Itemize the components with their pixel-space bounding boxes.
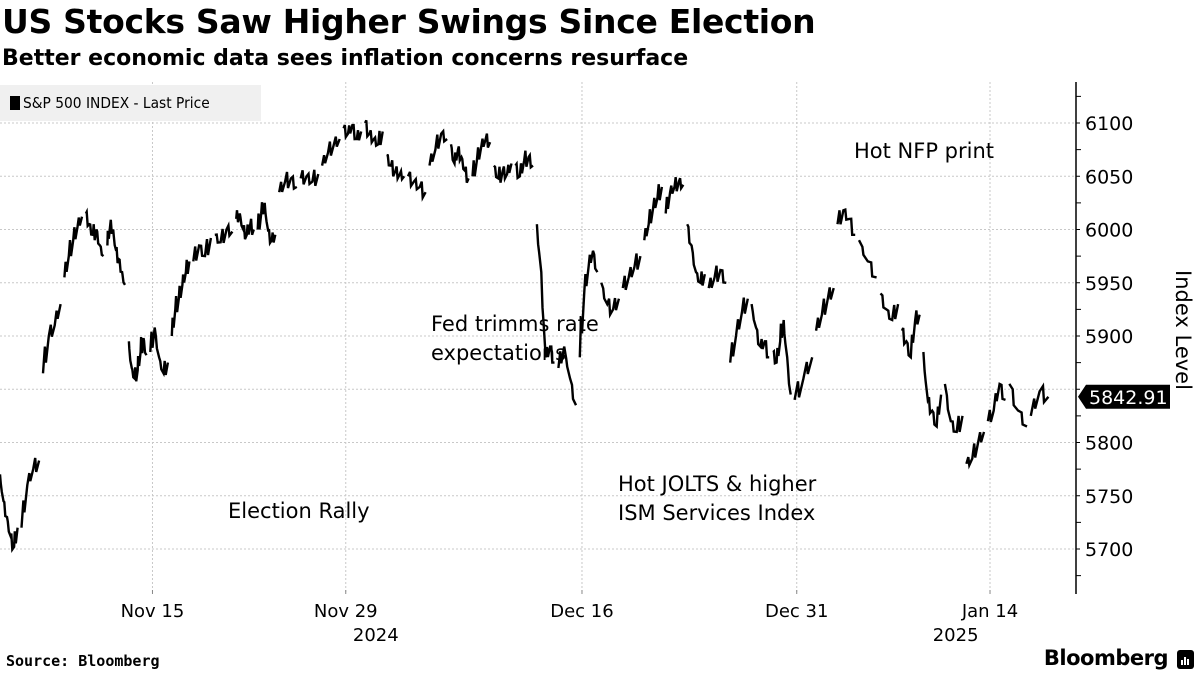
price-session-line (836, 207, 856, 236)
price-session-line (428, 128, 448, 166)
x-tick-label: Jan 14 (961, 601, 1018, 622)
x-tick-label: Nov 29 (314, 601, 378, 622)
last-price-badge (1078, 384, 1170, 409)
price-session-line (643, 184, 664, 241)
chart-title: US Stocks Saw Higher Swings Since Electi… (2, 2, 816, 41)
price-session-line (772, 319, 792, 395)
annotation-jolts-line2: ISM Services Index (618, 501, 815, 525)
price-session-line (299, 169, 320, 187)
price-session-line (192, 237, 213, 262)
annotation-fed-line1: Fed trimms rate (431, 312, 599, 336)
price-session-line (1029, 382, 1050, 417)
price-session-line (965, 431, 986, 470)
price-session-line (900, 310, 921, 360)
price-session-line (127, 337, 148, 382)
price-session-line (492, 163, 513, 183)
price-session-line (857, 239, 877, 279)
price-session-line (600, 282, 621, 319)
price-session-line (621, 253, 642, 291)
price-session-line (449, 144, 470, 184)
annotation-jolts-line1: Hot JOLTS & higher (618, 472, 817, 496)
price-session-line (235, 210, 255, 240)
legend-swatch (10, 96, 20, 110)
y-tick-label: 6100 (1085, 113, 1133, 135)
y-tick-label: 6000 (1085, 220, 1133, 242)
price-session-line (664, 177, 685, 214)
price-session-line (793, 356, 814, 401)
x-year-label: 2025 (933, 625, 979, 646)
price-session-line (256, 202, 277, 247)
price-session-line (214, 221, 234, 244)
price-session-line (106, 219, 127, 286)
y-tick-label: 5700 (1085, 539, 1133, 561)
last-price-value: 5842.91 (1089, 387, 1168, 409)
last-price-label: 5842.91 (1078, 384, 1170, 409)
price-session-line (320, 136, 341, 166)
legend-label: S&P 500 INDEX - Last Price (23, 94, 210, 112)
price-session-line (471, 133, 492, 177)
y-tick-label: 5750 (1085, 486, 1133, 508)
price-session-line (1008, 383, 1028, 428)
bloomberg-terminal-icon (1177, 650, 1194, 669)
annotation-fed-line2: expectations (431, 341, 566, 365)
price-session-line (278, 171, 298, 193)
price-session-line (557, 346, 578, 406)
annotations: Election Rally Fed trimms rate expectati… (228, 139, 994, 525)
y-tick-label: 5800 (1085, 433, 1133, 455)
chart-subtitle: Better economic data sees inflation conc… (2, 46, 689, 71)
legend: S&P 500 INDEX - Last Price (0, 85, 261, 121)
x-year-label: 2024 (353, 625, 399, 646)
price-session-line (41, 303, 62, 374)
price-series (0, 119, 1050, 554)
annotation-election-rally: Election Rally (228, 499, 370, 523)
price-session-line (514, 150, 534, 181)
x-tick-label: Dec 16 (550, 601, 613, 622)
price-session-line (943, 383, 964, 434)
x-axis-labels: Nov 15 Nov 29 Dec 16 Dec 31 Jan 14 2024 2025 (121, 590, 1018, 646)
price-session-line (814, 287, 835, 331)
price-session-line (729, 297, 749, 363)
price-session-line (535, 224, 555, 364)
price-session-line (986, 382, 1006, 423)
price-session-line (406, 171, 427, 202)
price-session-line (342, 123, 363, 141)
price-session-line (686, 223, 706, 286)
price-session-line (0, 474, 19, 554)
price-session-line (20, 457, 41, 528)
y-axis: 5700 5750 5800 5900 5950 6000 6050 6100 (1075, 82, 1133, 594)
price-session-line (364, 119, 384, 148)
y-tick-label: 5900 (1085, 326, 1133, 348)
bloomberg-logo-text: Bloomberg (1043, 646, 1169, 670)
price-session-line (386, 153, 406, 183)
price-session-line (84, 207, 105, 258)
annotation-hot-nfp: Hot NFP print (854, 139, 994, 163)
price-session-line (170, 259, 191, 337)
price-session-line (750, 303, 770, 359)
x-tick-label: Nov 15 (121, 601, 185, 622)
price-session-line (879, 292, 900, 322)
y-tick-label: 5950 (1085, 273, 1133, 295)
price-session-line (707, 265, 727, 289)
price-session-line (149, 327, 170, 378)
price-session-line (578, 250, 599, 358)
x-tick-label: Dec 31 (765, 601, 828, 622)
y-tick-label: 6050 (1085, 166, 1133, 188)
price-session-line (63, 216, 84, 278)
y-axis-title: Index Level (1171, 270, 1195, 390)
source-note: Source: Bloomberg (6, 652, 160, 670)
price-session-line (922, 351, 943, 430)
